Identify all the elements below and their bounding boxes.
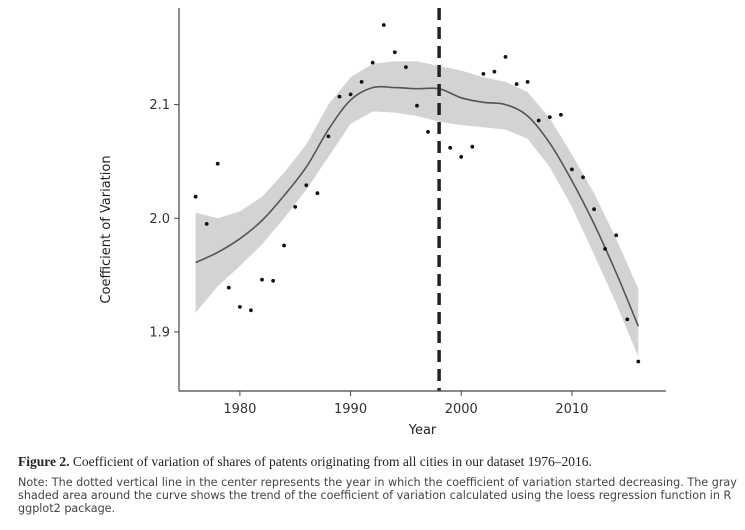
loess-scatter-chart: 1.9 2.0 2.1 1980 1990 2000 2010 Year Coefficient… xyxy=(99,8,666,438)
y-tick-label: 1.9 xyxy=(149,325,170,340)
data-point xyxy=(249,308,253,313)
data-point xyxy=(304,183,309,188)
data-point xyxy=(459,155,464,159)
loess-fit-line xyxy=(195,85,640,327)
y-tick-label: 2.0 xyxy=(149,212,170,227)
data-point xyxy=(359,80,364,84)
data-point xyxy=(525,80,530,84)
data-point xyxy=(592,207,596,212)
data-point xyxy=(448,145,453,150)
data-point xyxy=(636,359,641,364)
figure-label: Figure 2. xyxy=(18,454,70,469)
data-point xyxy=(614,233,619,238)
figure-caption: Figure 2. Coefficient of variation of sh… xyxy=(18,454,738,470)
data-point xyxy=(226,285,231,290)
data-point xyxy=(404,65,408,69)
data-point xyxy=(193,194,198,199)
data-point xyxy=(470,144,475,149)
data-point xyxy=(536,118,541,123)
data-point xyxy=(326,134,331,139)
data-point xyxy=(348,92,353,97)
data-point xyxy=(426,130,430,134)
data-point xyxy=(503,55,508,59)
data-point xyxy=(603,247,607,251)
y-axis-title: Coefficient of Variation xyxy=(99,155,114,303)
data-point xyxy=(392,50,397,55)
data-point xyxy=(315,191,320,196)
data-point xyxy=(514,82,519,86)
data-point xyxy=(370,60,375,65)
x-tick-label: 2010 xyxy=(555,402,588,417)
data-point xyxy=(481,72,486,76)
x-tick-label: 1980 xyxy=(223,402,256,417)
x-tick-label: 2000 xyxy=(445,402,478,417)
data-point xyxy=(215,161,220,166)
data-point xyxy=(415,103,419,108)
data-point xyxy=(492,69,497,74)
y-tick-label: 2.1 xyxy=(149,98,170,113)
x-axis-title: Year xyxy=(408,423,437,438)
data-point xyxy=(581,175,585,180)
data-point xyxy=(381,23,386,27)
data-point xyxy=(293,205,298,209)
data-point xyxy=(282,243,286,248)
data-point xyxy=(204,222,209,226)
data-point xyxy=(260,277,264,282)
data-point xyxy=(337,94,342,99)
confidence-band xyxy=(195,61,639,357)
data-point xyxy=(271,278,275,283)
figure-caption-text: Coefficient of variation of shares of pa… xyxy=(72,454,592,469)
data-point xyxy=(559,112,563,117)
data-point xyxy=(238,305,242,309)
data-point xyxy=(547,115,552,119)
data-point xyxy=(570,167,574,172)
x-tick-label: 1990 xyxy=(334,402,367,417)
data-point xyxy=(625,317,630,322)
figure-note: Note: The dotted vertical line in the ce… xyxy=(18,476,737,515)
